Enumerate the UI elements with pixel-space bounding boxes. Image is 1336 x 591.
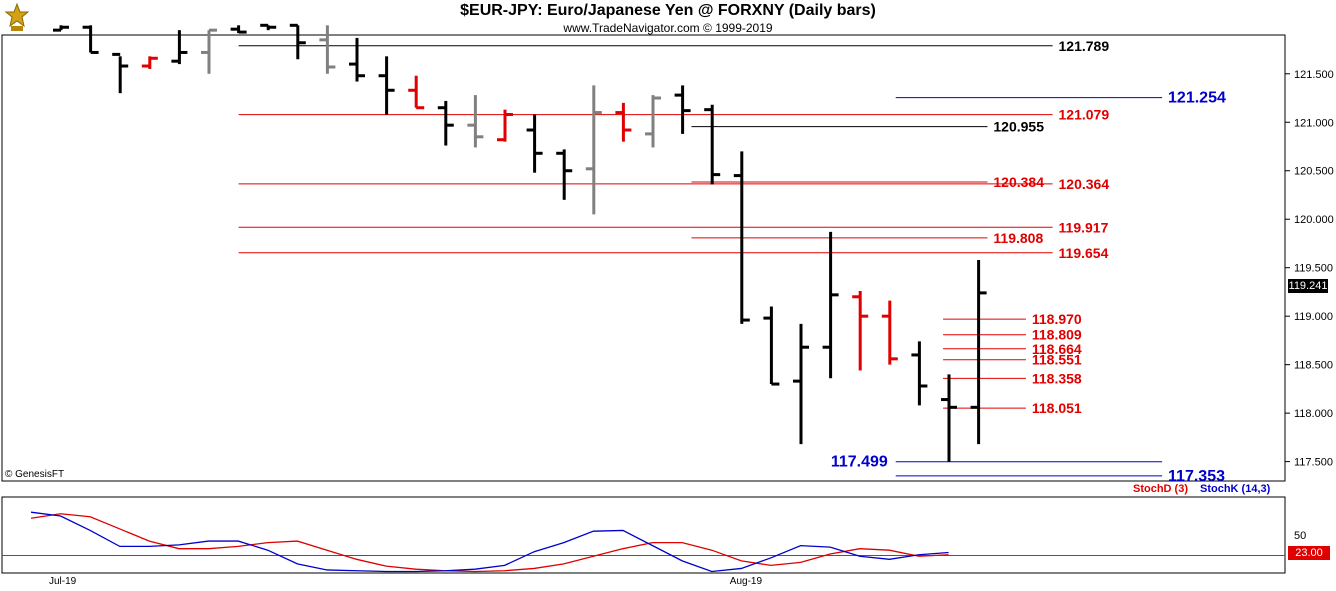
y-tick-label: 120.000 — [1294, 214, 1334, 226]
level-label: 118.051 — [1032, 400, 1082, 416]
y-tick-label: 121.000 — [1294, 117, 1334, 129]
level-label: 121.079 — [1059, 107, 1110, 123]
y-tick-label: 117.500 — [1294, 457, 1333, 469]
stoch-series-line — [30, 511, 949, 573]
level-label: 120.384 — [993, 174, 1044, 190]
genesis-logo-icon — [2, 2, 32, 34]
level-label: 119.808 — [993, 230, 1043, 246]
chart-title: $EUR-JPY: Euro/Japanese Yen @ FORXNY (Da… — [460, 2, 876, 19]
stoch-y-tick-label: 50 — [1294, 530, 1306, 542]
level-label: 120.955 — [993, 119, 1044, 135]
level-label: 119.654 — [1059, 245, 1109, 261]
y-tick-label: 119.500 — [1294, 263, 1333, 275]
copyright-text: © GenesisFT — [5, 469, 65, 480]
level-label: 121.789 — [1059, 38, 1110, 54]
legend-stochd: StochD (3) — [1133, 483, 1188, 495]
level-label: 118.970 — [1032, 311, 1082, 327]
chart-subtitle: www.TradeNavigator.com © 1999-2019 — [563, 21, 773, 35]
level-label: 121.254 — [1168, 90, 1226, 107]
y-tick-label: 120.500 — [1294, 166, 1334, 178]
x-tick-label: Jul-19 — [49, 576, 77, 587]
x-tick-label: Aug-19 — [730, 576, 763, 587]
y-tick-label: 118.000 — [1294, 408, 1333, 420]
level-label: 118.664 — [1032, 341, 1082, 357]
level-label: 119.917 — [1059, 219, 1109, 235]
stoch-panel-frame — [1, 496, 1286, 574]
level-label: 117.499 — [831, 454, 888, 471]
level-label: 118.358 — [1032, 370, 1082, 386]
last-price-badge: 119.241 — [1288, 279, 1328, 293]
level-label: 120.364 — [1059, 176, 1110, 192]
y-tick-label: 118.500 — [1294, 360, 1333, 372]
stoch-series-line — [30, 513, 949, 573]
legend-stochk: StochK (14,3) — [1200, 483, 1271, 495]
price-panel-frame — [1, 34, 1286, 482]
y-tick-label: 121.500 — [1294, 69, 1334, 81]
level-label: 117.353 — [1168, 468, 1225, 485]
y-tick-label: 119.000 — [1294, 311, 1333, 323]
level-label: 118.809 — [1032, 327, 1082, 343]
level-label: 118.551 — [1032, 352, 1082, 368]
stoch-last-value-badge: 23.00 — [1288, 546, 1330, 560]
